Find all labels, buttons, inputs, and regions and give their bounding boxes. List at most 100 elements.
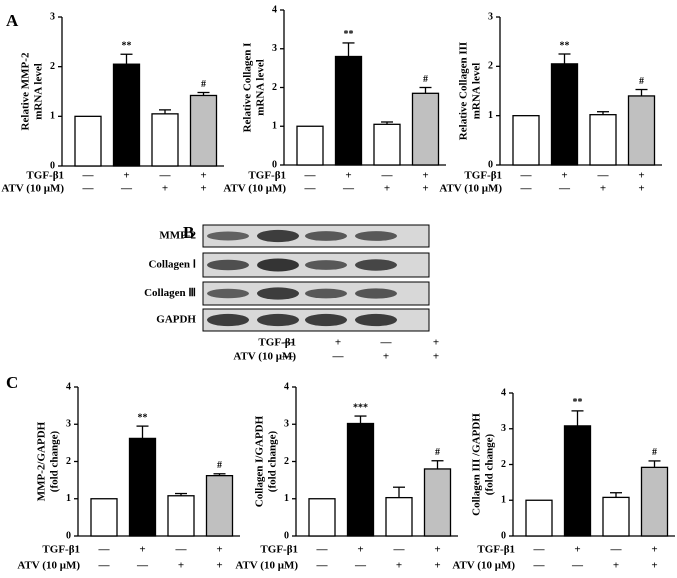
blot-band <box>355 259 397 271</box>
y-tick-label: 1 <box>284 493 289 504</box>
treatment-sign: + <box>638 183 644 195</box>
significance: ** <box>138 412 148 423</box>
treatment-label: TGF-β1 <box>42 544 80 556</box>
significance: # <box>639 76 644 87</box>
bar <box>167 495 195 537</box>
blot-label: GAPDH <box>156 314 196 326</box>
significance: ** <box>344 29 354 40</box>
y-tick-label: 3 <box>284 419 289 430</box>
treatment-sign: — <box>332 351 345 363</box>
treatment-sign: + <box>139 544 145 556</box>
blot-band <box>305 231 347 241</box>
y-tick-label: 2 <box>284 456 289 467</box>
treatment-sign: — <box>98 560 111 572</box>
y-axis-label: mRNA level <box>33 63 45 120</box>
blot-band <box>305 313 347 327</box>
blot-band <box>257 258 299 272</box>
y-tick-label: 4 <box>272 4 277 15</box>
treatment-sign: + <box>422 170 428 182</box>
bar <box>411 92 440 166</box>
y-axis-label: Relative MMP-2 <box>20 52 32 130</box>
treatment-sign: — <box>597 170 610 182</box>
y-tick-label: 0 <box>501 530 506 541</box>
treatment-sign: + <box>561 170 567 182</box>
treatment-sign: + <box>651 544 657 556</box>
bar <box>423 468 452 537</box>
blot-band <box>207 259 249 271</box>
significance: # <box>423 74 428 85</box>
bar <box>602 496 630 537</box>
treatment-label: ATV (10 μM) <box>439 183 502 195</box>
y-tick-label: 1 <box>488 110 493 121</box>
treatment-sign: + <box>384 183 390 195</box>
significance: ** <box>560 40 570 51</box>
treatment-sign: — <box>571 560 584 572</box>
significance: *** <box>353 402 368 413</box>
y-tick-label: 2 <box>272 82 277 93</box>
bar <box>189 94 218 167</box>
treatment-label: ATV (10 μM) <box>17 560 80 572</box>
y-tick-label: 1 <box>501 495 506 506</box>
treatment-sign: — <box>380 337 393 349</box>
treatment-sign: — <box>175 544 188 556</box>
treatment-sign: — <box>533 544 546 556</box>
treatment-label: TGF-β1 <box>258 337 296 349</box>
blot-label: Collagen Ⅲ <box>144 287 196 299</box>
blot-band <box>207 231 249 241</box>
significance: ** <box>573 397 583 408</box>
y-axis-label: Relative Collagen III <box>458 42 470 140</box>
treatment-sign: — <box>533 560 546 572</box>
y-axis-label: Relative Collagen I <box>242 43 254 133</box>
significance: # <box>201 79 206 90</box>
treatment-sign: + <box>216 544 222 556</box>
treatment-label: ATV (10 μM) <box>235 560 298 572</box>
bar <box>563 425 592 537</box>
blot-label: MMP-2 <box>159 230 196 242</box>
bar <box>385 496 413 537</box>
y-tick-label: 2 <box>66 456 71 467</box>
bar <box>308 498 336 537</box>
treatment-sign: — <box>354 560 367 572</box>
y-tick-label: 0 <box>66 530 71 541</box>
treatment-sign: + <box>383 351 389 363</box>
treatment-sign: + <box>345 170 351 182</box>
y-tick-label: 3 <box>488 11 493 22</box>
treatment-sign: + <box>638 170 644 182</box>
treatment-sign: — <box>82 170 95 182</box>
bar <box>640 466 669 537</box>
y-axis-label: MMP-2/GAPDH <box>36 421 48 501</box>
y-axis-label: mRNA level <box>255 59 267 116</box>
treatment-sign: — <box>159 170 172 182</box>
treatment-sign: — <box>558 183 571 195</box>
y-tick-label: 3 <box>272 43 277 54</box>
bar <box>525 499 553 537</box>
blot-band <box>355 288 397 299</box>
treatment-sign: + <box>357 544 363 556</box>
y-axis-label: Collagen I/GAPDH <box>254 415 266 507</box>
significance: # <box>435 447 440 458</box>
treatment-sign: — <box>136 560 149 572</box>
blot-label: Collagen Ⅰ <box>148 259 196 271</box>
treatment-sign: + <box>162 183 168 195</box>
y-axis-label: mRNA level <box>471 63 483 120</box>
y-tick-label: 0 <box>272 159 277 170</box>
y-tick-label: 2 <box>501 459 506 470</box>
blot-band <box>257 229 299 243</box>
treatment-sign: — <box>393 544 406 556</box>
treatment-sign: + <box>433 337 439 349</box>
treatment-sign: + <box>200 183 206 195</box>
blot-band <box>305 288 347 299</box>
y-tick-label: 2 <box>50 61 55 72</box>
y-tick-label: 2 <box>488 61 493 72</box>
bar <box>627 95 656 166</box>
treatment-label: ATV (10 μM) <box>223 183 286 195</box>
bar <box>90 498 118 537</box>
bar <box>205 475 234 537</box>
blot-band <box>257 313 299 327</box>
treatment-sign: — <box>520 170 533 182</box>
treatment-label: TGF-β1 <box>464 170 502 182</box>
treatment-sign: — <box>342 183 355 195</box>
bar <box>346 422 375 537</box>
bar <box>512 115 540 166</box>
